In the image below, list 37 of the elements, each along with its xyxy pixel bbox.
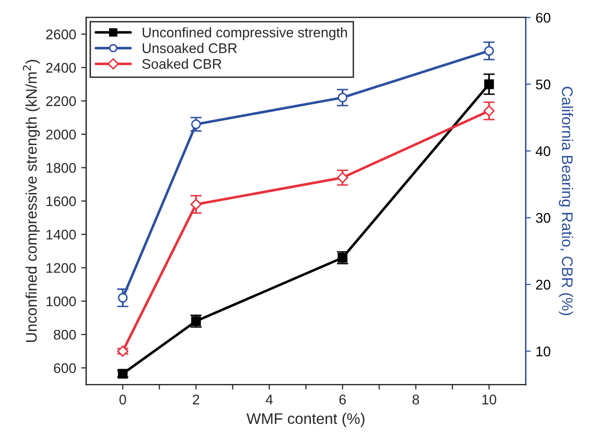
x-tick-label: 4 xyxy=(266,394,273,404)
point xyxy=(191,119,201,130)
y-tick-label: 1800 xyxy=(46,162,76,173)
legend-label: Unconfined compressive strength xyxy=(142,27,347,40)
x-tick-label: 6 xyxy=(339,394,346,404)
y-tick-label: 1000 xyxy=(46,296,76,306)
y2-tick-label: 20 xyxy=(536,280,550,290)
x-axis-title: WMF content (%) xyxy=(246,412,364,428)
y-tick-label: 2600 xyxy=(46,30,76,40)
y-tick-label: 1600 xyxy=(46,196,76,206)
y-tick-label: 600 xyxy=(54,363,76,374)
point xyxy=(484,79,494,90)
y-tick-label: 1400 xyxy=(46,230,76,240)
y-tick-label: 800 xyxy=(54,330,76,340)
legend-label: Unsoaked CBR xyxy=(142,42,237,54)
point xyxy=(118,292,128,303)
x-tick-label: 10 xyxy=(482,394,496,404)
point xyxy=(338,92,348,102)
y-axis-title: Unconfined compressive strength (kN/m$^{2}$) xyxy=(22,60,40,342)
y2-tick-label: 50 xyxy=(536,80,550,90)
point xyxy=(484,46,494,56)
y-tick-label: 1200 xyxy=(46,263,76,273)
point xyxy=(336,172,348,184)
x-tick-label: 8 xyxy=(412,394,420,404)
x-tick-label: 2 xyxy=(192,394,200,404)
point xyxy=(190,198,202,210)
point xyxy=(483,105,495,117)
y2-tick-label: 10 xyxy=(536,346,550,356)
legend-label: Soaked CBR xyxy=(142,58,222,69)
y-tick-label: 2200 xyxy=(46,96,76,106)
y2-tick-label: 40 xyxy=(536,146,550,156)
y2-tick-label: 30 xyxy=(536,213,550,223)
y-tick-label: 2400 xyxy=(46,62,76,73)
y2-axis-title: California Bearing Ratio, CBR (%) xyxy=(558,86,574,316)
y-tick-label: 2000 xyxy=(46,130,76,140)
y2-tick-label: 60 xyxy=(536,12,550,23)
x-tick-label: 0 xyxy=(119,394,126,404)
